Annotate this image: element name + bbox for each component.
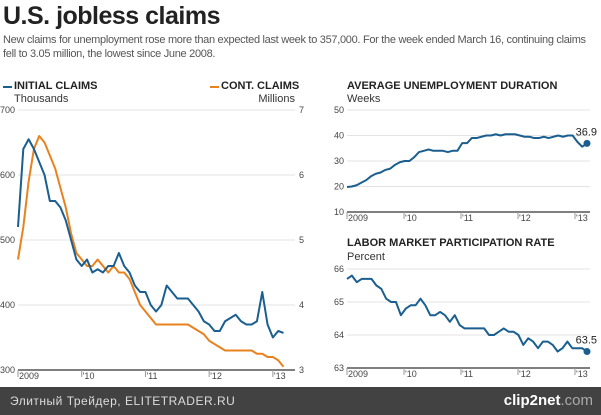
legend-swatch-initial <box>3 86 12 88</box>
duration-line <box>346 133 588 189</box>
unit-thousands: Thousands <box>14 93 69 105</box>
x-tick-label: '12 <box>210 371 222 381</box>
y-tick-label: 20 <box>334 182 344 192</box>
y-tick-label: 50 <box>334 105 344 115</box>
y2-tick-label: 5 <box>299 235 304 245</box>
x-tick-label: '12 <box>519 369 531 379</box>
last-value-label: 36.9 <box>576 126 597 138</box>
last-point-dot <box>583 348 591 355</box>
x-tick-label: '10 <box>83 371 95 381</box>
y2-tick-label: 7 <box>299 105 304 115</box>
y-tick-label: 700 <box>0 105 15 115</box>
x-tick-label: '10 <box>405 213 417 223</box>
y2-tick-label: 3 <box>299 365 304 375</box>
y-tick-label: 10 <box>334 207 344 217</box>
y-tick-label: 63 <box>334 363 344 373</box>
page-title: U.S. jobless claims <box>3 2 221 30</box>
charts-svg: 300 400 500 600 700 2009 '10 '11 '12 '13 3 4 5 6 7 10 20… <box>0 105 597 381</box>
footer-bar: Элитный Трейдер, ELITETRADER.RU clip2net… <box>0 387 601 415</box>
y2-tick-label: 4 <box>299 300 304 310</box>
x-tick-label: '11 <box>462 369 473 379</box>
legend-swatch-cont <box>210 86 219 88</box>
participation-unit: Percent <box>347 251 385 263</box>
participation-line <box>346 274 588 353</box>
y-tick-label: 66 <box>334 264 344 274</box>
y-tick-label: 500 <box>0 235 15 245</box>
y-tick-label: 65 <box>334 297 344 307</box>
duration-title: AVERAGE UNEMPLOYMENT DURATION <box>347 80 558 92</box>
x-tick-label: '11 <box>146 371 157 381</box>
logo-main: clip2net <box>503 392 561 409</box>
participation-title: LABOR MARKET PARTICIPATION RATE <box>347 237 555 249</box>
x-tick-label: 2009 <box>348 213 368 223</box>
unit-millions: Millions <box>258 93 295 105</box>
y-tick-label: 30 <box>334 156 344 166</box>
duration-unit: Weeks <box>347 93 381 105</box>
x-tick-label: '11 <box>462 213 473 223</box>
last-point-dot <box>583 139 591 147</box>
last-value-label: 63.5 <box>576 335 597 347</box>
initial-claims-line <box>17 138 284 339</box>
legend-cont-claims: CONT. CLAIMS <box>221 80 300 92</box>
y-tick-label: 600 <box>0 170 15 180</box>
y-tick-label: 64 <box>334 330 344 340</box>
x-tick-label: '13 <box>274 371 286 381</box>
y-tick-label: 400 <box>0 300 15 310</box>
x-tick-label: '10 <box>405 369 417 379</box>
y2-tick-label: 6 <box>299 170 304 180</box>
legend-initial-claims: INITIAL CLAIMS <box>14 80 98 92</box>
y-tick-label: 40 <box>334 131 344 141</box>
y-tick-label: 300 <box>0 365 15 375</box>
x-tick-label: '12 <box>519 213 531 223</box>
logo-suffix: .com <box>560 392 593 409</box>
subtitle: New claims for unemployment rose more th… <box>3 34 586 60</box>
footer-text: Элитный Трейдер, ELITETRADER.RU <box>10 394 236 408</box>
x-tick-label: 2009 <box>348 369 368 379</box>
x-tick-label: 2009 <box>19 371 39 381</box>
x-tick-label: '13 <box>576 213 588 223</box>
clip2net-logo: clip2net.com <box>504 392 593 409</box>
x-tick-label: '13 <box>576 369 588 379</box>
cont-claims-line <box>17 135 285 368</box>
